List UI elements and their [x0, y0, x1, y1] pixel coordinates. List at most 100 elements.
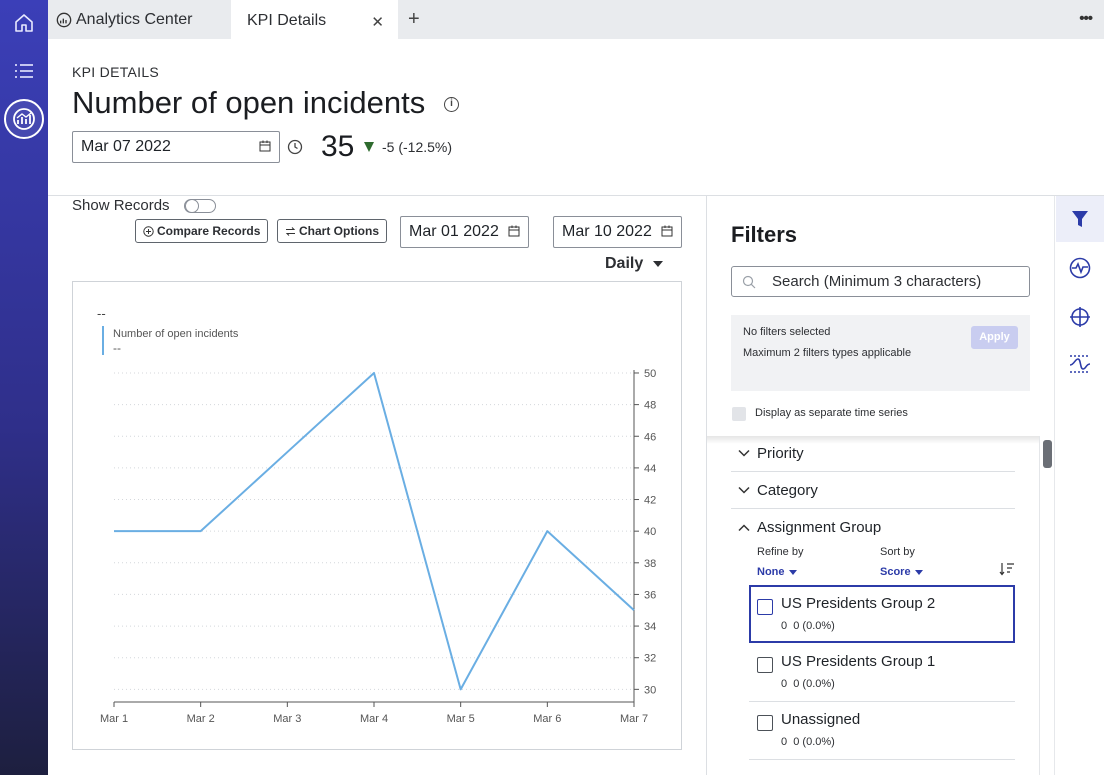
add-circle-icon	[143, 225, 154, 237]
caret-down-icon	[788, 569, 797, 575]
kpi-value: 35	[321, 130, 355, 163]
start-date-value: Mar 01 2022	[409, 223, 499, 240]
threshold-icon[interactable]	[1068, 352, 1092, 376]
filter-item-name: US Presidents Group 1	[781, 653, 936, 670]
no-filters-text: No filters selected	[743, 326, 831, 338]
start-date-field[interactable]: Mar 01 2022	[400, 216, 529, 248]
filter-item-unassigned[interactable]: Unassigned 0 0 (0.0%)	[749, 701, 1015, 760]
swap-icon	[285, 226, 296, 236]
kpi-date-field[interactable]: Mar 07 2022	[72, 131, 280, 163]
y-tick-label: 50	[644, 368, 656, 380]
sort-label: Sort by	[880, 546, 915, 558]
chevron-down-icon	[738, 486, 750, 494]
right-tool-rail	[1054, 196, 1104, 775]
filters-title: Filters	[731, 222, 798, 247]
chart-title: --	[97, 306, 106, 321]
list-icon[interactable]	[12, 59, 36, 83]
tab-kpi-details[interactable]: KPI Details ✕	[231, 0, 398, 39]
analytics-icon[interactable]	[4, 99, 44, 139]
section-priority[interactable]: Priority	[731, 435, 1015, 472]
filter-item-group-2[interactable]: US Presidents Group 2 0 0 (0.0%)	[749, 585, 1015, 643]
y-tick-label: 46	[644, 431, 656, 443]
more-options-icon[interactable]: •••	[1079, 10, 1093, 27]
kpi-delta: -5 (-12.5%)	[382, 139, 453, 155]
filter-checkbox[interactable]	[757, 657, 773, 673]
filter-search-input[interactable]: Search (Minimum 3 characters)	[731, 266, 1030, 297]
x-tick-label: Mar 6	[533, 713, 561, 725]
sort-dropdown[interactable]: Score	[880, 566, 923, 578]
toggle-knob	[185, 199, 199, 213]
section-label: Assignment Group	[757, 519, 882, 536]
activity-icon[interactable]	[1068, 256, 1092, 280]
section-category[interactable]: Category	[731, 472, 1015, 509]
refine-value: None	[757, 566, 785, 578]
section-label: Category	[757, 481, 818, 499]
close-tab-icon[interactable]: ✕	[371, 14, 384, 31]
filters-scrollbar[interactable]	[1043, 440, 1052, 468]
chevron-down-icon	[738, 449, 750, 457]
sort-order-icon[interactable]	[999, 562, 1015, 576]
search-icon	[742, 275, 756, 289]
item-meta: 0 (0.0%)	[793, 620, 835, 632]
section-label: Priority	[757, 444, 804, 462]
sort-value: Score	[880, 566, 911, 578]
separate-series-checkbox[interactable]	[732, 407, 746, 421]
show-records-toggle[interactable]	[184, 199, 216, 213]
analytics-center-icon	[56, 12, 72, 27]
tab-label: KPI Details	[247, 11, 327, 29]
end-date-field[interactable]: Mar 10 2022	[553, 216, 682, 248]
filter-checkbox[interactable]	[757, 715, 773, 731]
tab-analytics-center[interactable]: Analytics Center	[48, 0, 230, 39]
section-assignment-group[interactable]: Assignment Group	[731, 509, 1015, 546]
filter-item-name: Unassigned	[781, 711, 861, 728]
chart-options-button[interactable]: Chart Options	[277, 219, 387, 243]
refine-dropdown[interactable]: None	[757, 566, 797, 578]
kpi-date-value: Mar 07 2022	[81, 138, 171, 155]
tab-bar: Analytics Center KPI Details ✕ + •••	[48, 0, 1104, 39]
filter-checkbox[interactable]	[757, 599, 773, 615]
calendar-icon[interactable]	[259, 140, 271, 152]
item-meta: 0 (0.0%)	[793, 736, 835, 748]
filter-item-count: 0 0 (0.0%)	[781, 620, 835, 632]
separate-series-label: Display as separate time series	[755, 407, 908, 419]
item-count: 0	[781, 620, 788, 632]
filter-item-count: 0 0 (0.0%)	[781, 736, 835, 748]
info-icon[interactable]: i	[444, 97, 459, 112]
item-count: 0	[781, 736, 788, 748]
x-tick-label: Mar 7	[620, 713, 648, 725]
y-tick-label: 42	[644, 495, 656, 507]
chart-options-label: Chart Options	[299, 224, 379, 238]
y-tick-label: 48	[644, 400, 656, 412]
x-tick-label: Mar 1	[100, 713, 128, 725]
header-divider	[48, 195, 1104, 196]
y-tick-label: 30	[644, 684, 656, 696]
interval-dropdown[interactable]: Daily	[590, 246, 681, 282]
interval-value: Daily	[605, 254, 644, 272]
search-placeholder: Search (Minimum 3 characters)	[772, 273, 982, 290]
clock-icon[interactable]	[287, 139, 303, 155]
apply-button[interactable]: Apply	[971, 326, 1018, 349]
page-title: Number of open incidents	[72, 85, 426, 120]
tab-label: Analytics Center	[76, 10, 193, 28]
end-date-value: Mar 10 2022	[562, 223, 652, 240]
refine-label: Refine by	[757, 546, 804, 558]
x-tick-label: Mar 3	[273, 713, 301, 725]
filter-status-box: No filters selected Maximum 2 filters ty…	[731, 315, 1030, 391]
panel-shadow	[707, 436, 1040, 444]
item-count: 0	[781, 678, 788, 690]
calendar-icon[interactable]	[661, 225, 673, 237]
target-icon[interactable]	[1068, 305, 1092, 329]
filter-item-group-1[interactable]: US Presidents Group 1 0 0 (0.0%)	[749, 643, 1015, 702]
compare-records-button[interactable]: Compare Records	[135, 219, 269, 243]
item-divider	[749, 759, 1015, 760]
chevron-down-icon	[653, 260, 664, 267]
add-tab-icon[interactable]: +	[408, 8, 420, 30]
home-icon[interactable]	[12, 11, 36, 35]
y-tick-label: 32	[644, 653, 656, 665]
y-tick-label: 44	[644, 463, 656, 475]
x-tick-label: Mar 5	[447, 713, 475, 725]
calendar-icon[interactable]	[508, 225, 520, 237]
filter-icon[interactable]	[1068, 207, 1092, 231]
filter-item-count: 0 0 (0.0%)	[781, 678, 835, 690]
filters-scroll-track	[1039, 436, 1040, 775]
